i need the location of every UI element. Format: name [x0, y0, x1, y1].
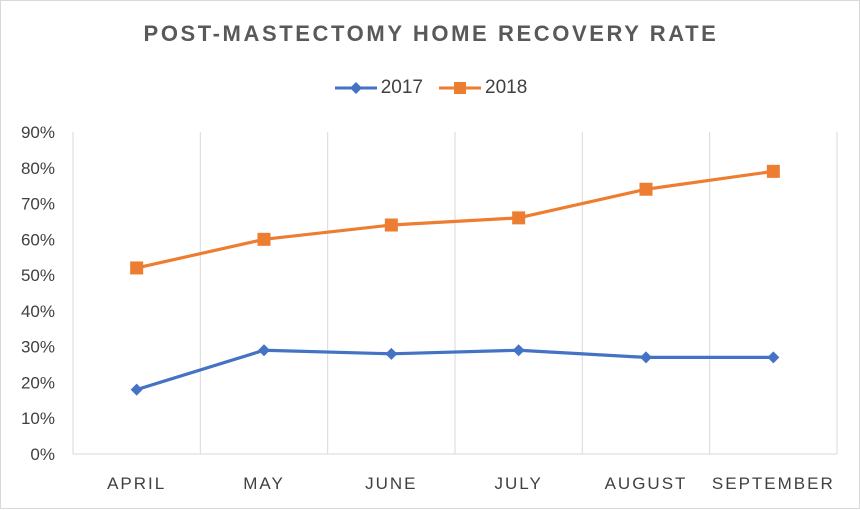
y-tick-label: 80%: [21, 159, 55, 178]
chart-title: POST-MASTECTOMY HOME RECOVERY RATE: [143, 21, 719, 46]
data-point-2018: [130, 261, 144, 275]
y-tick-label: 20%: [21, 373, 55, 392]
legend-item-2018: 2018: [439, 77, 527, 99]
series-line-2018: [136, 169, 774, 270]
y-tick-label: 0%: [30, 445, 55, 464]
data-point-2018: [639, 182, 653, 196]
data-point-2018: [512, 211, 526, 225]
data-point-2017: [385, 347, 398, 360]
y-tick-label: 30%: [21, 338, 55, 357]
y-tick-label: 70%: [21, 195, 55, 214]
data-point-2018: [257, 232, 271, 246]
data-point-2018: [766, 164, 780, 178]
legend-item-2017: 2017: [334, 77, 423, 99]
chart-legend: 2017 2018: [1, 77, 860, 99]
data-point-2017: [767, 351, 780, 364]
data-point-2017: [512, 344, 525, 357]
data-point-2018: [384, 218, 398, 232]
x-tick-label: JULY: [495, 474, 543, 493]
data-point-2017: [258, 344, 270, 357]
y-tick-label: 60%: [21, 230, 55, 249]
x-tick-label: APRIL: [107, 474, 166, 493]
legend-label-2017: 2017: [380, 77, 423, 98]
legend-diamond-icon: [334, 82, 377, 94]
y-tick-label: 10%: [21, 409, 55, 428]
x-tick-label: AUGUST: [605, 474, 688, 493]
x-tick-label: MAY: [243, 474, 285, 493]
legend-label-2018: 2018: [485, 77, 528, 98]
series-line-2017: [136, 348, 774, 392]
y-tick-label: 50%: [21, 266, 55, 285]
legend-square-icon: [439, 82, 481, 94]
y-tick-label: 40%: [21, 302, 55, 321]
data-point-2017: [130, 383, 143, 396]
x-tick-label: SEPTEMBER: [712, 474, 835, 493]
y-tick-label: 90%: [21, 123, 55, 142]
x-tick-label: JUNE: [365, 474, 417, 493]
data-point-2017: [640, 351, 652, 364]
